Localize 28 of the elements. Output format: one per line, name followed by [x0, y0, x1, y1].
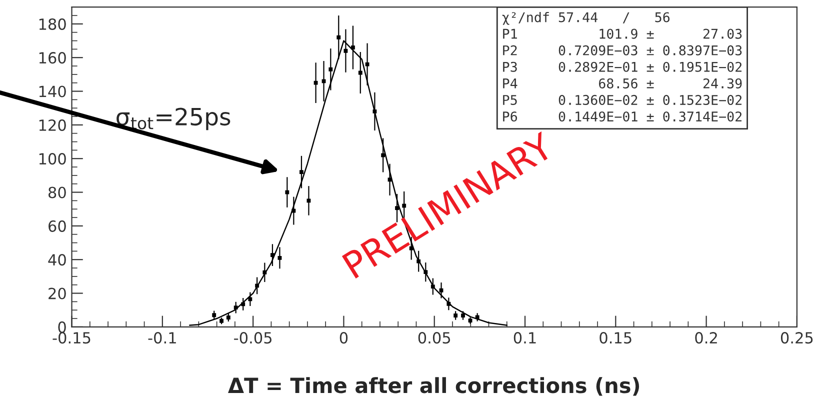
x-tick-label: 0.25 — [780, 332, 813, 344]
annotation: P1 101.9 ± 27.03 — [503, 28, 742, 39]
annotation: P4 68.56 ± 24.39 — [503, 78, 742, 88]
annotation: σ$_{tot}$=25ps — [116, 108, 230, 130]
y-tick-label: 60 — [48, 220, 66, 232]
y-tick-label: 120 — [39, 119, 66, 131]
y-tick-label: 40 — [48, 254, 66, 266]
annotation: P3 0.2892E−01 ± 0.1951E−02 — [503, 62, 742, 72]
annotation: P6 0.1449E−01 ± 0.3714E−02 — [503, 111, 742, 122]
x-tick-label: -0.05 — [234, 332, 272, 344]
x-axis-title: ΔT = Time after all corrections (ns) — [228, 377, 640, 396]
x-tick-label: 0.2 — [695, 332, 717, 344]
annotation: P2 0.7209E−03 ± 0.8397E−03 — [503, 45, 742, 56]
y-tick-label: 0 — [58, 321, 66, 333]
y-tick-label: 140 — [39, 86, 66, 98]
y-tick-label: 80 — [48, 186, 66, 198]
x-tick-label: 0 — [340, 332, 348, 344]
x-tick-label: 0.05 — [418, 332, 450, 344]
y-tick-label: 180 — [39, 18, 66, 30]
y-tick-label: 160 — [39, 52, 66, 64]
annotation: χ²/ndf 57.44 / 56 — [502, 12, 670, 25]
x-tick-label: -0.1 — [148, 332, 176, 344]
x-tick-label: 0.1 — [514, 332, 536, 344]
x-tick-label: -0.15 — [52, 332, 90, 344]
y-tick-label: 20 — [48, 288, 66, 300]
x-tick-label: 0.15 — [600, 332, 632, 344]
annotation: P5 0.1360E−02 ± 0.1523E−02 — [503, 94, 742, 106]
y-tick-label: 100 — [39, 153, 66, 165]
